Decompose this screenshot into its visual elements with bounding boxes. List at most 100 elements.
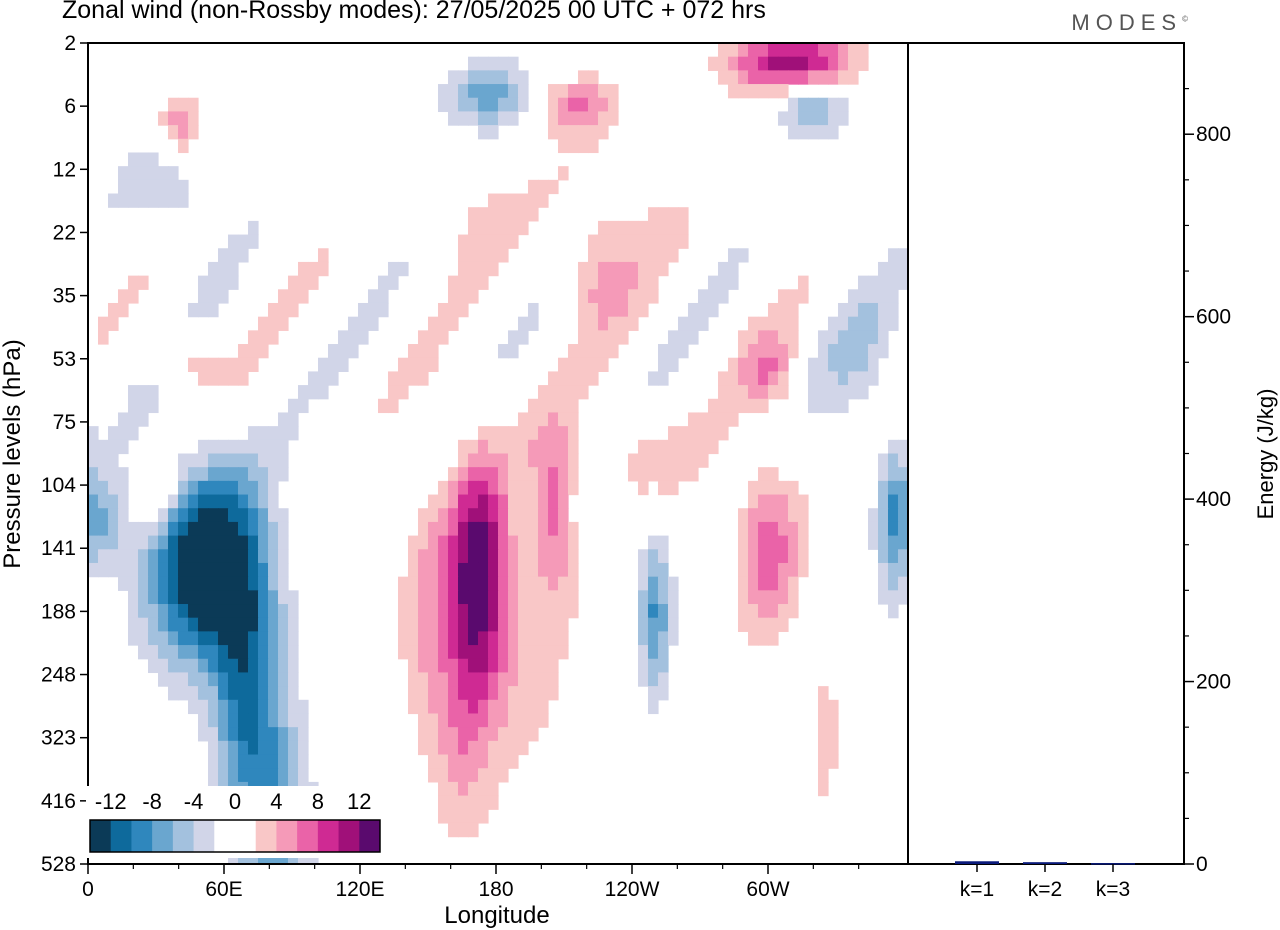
- heatmap-cell: [178, 521, 189, 537]
- heatmap-cell: [158, 658, 169, 674]
- y-tick-label: 188: [41, 600, 76, 623]
- heatmap-cell: [438, 645, 449, 660]
- heatmap-cell: [888, 535, 899, 550]
- heatmap-cell: [598, 316, 609, 331]
- heatmap-cell: [198, 576, 209, 591]
- heatmap-cell: [478, 672, 489, 687]
- heatmap-cell: [608, 84, 619, 99]
- heatmap-cell: [458, 590, 469, 605]
- heatmap-cell: [498, 521, 509, 537]
- heatmap-cell: [108, 426, 119, 441]
- heatmap-cell: [518, 740, 529, 756]
- heatmap-cell: [428, 330, 439, 345]
- heatmap-cell: [868, 508, 879, 523]
- heatmap-cell: [568, 357, 579, 372]
- heatmap-cell: [568, 111, 579, 126]
- heatmap-cell: [438, 672, 449, 687]
- heatmap-cell: [138, 412, 149, 427]
- heatmap-cell: [608, 220, 619, 236]
- heatmap-cell: [588, 234, 599, 249]
- heatmap-cell: [408, 371, 419, 386]
- heatmap-cell: [278, 631, 289, 646]
- heatmap-cell: [158, 645, 169, 660]
- heatmap-cell: [558, 439, 569, 455]
- heatmap-cell: [528, 535, 539, 550]
- heatmap-cell: [578, 111, 589, 126]
- heatmap-cell: [478, 686, 489, 701]
- heatmap-cell: [888, 604, 899, 619]
- heatmap-cell: [148, 549, 159, 564]
- heatmap-cell: [578, 371, 589, 386]
- heatmap-cell: [228, 754, 239, 769]
- heatmap-cell: [658, 631, 669, 646]
- heatmap-cell: [738, 521, 749, 537]
- energy-tick-label: 600: [1196, 306, 1231, 329]
- heatmap-cell: [438, 604, 449, 619]
- heatmap-cell: [198, 535, 209, 550]
- heatmap-cell: [658, 576, 669, 591]
- heatmap-cell: [518, 207, 529, 222]
- heatmap-cell: [268, 467, 279, 482]
- heatmap-cell: [388, 398, 399, 414]
- heatmap-cell: [768, 617, 779, 632]
- colorbar-label: -12: [95, 789, 127, 814]
- heatmap-cell: [498, 220, 509, 236]
- heatmap-cell: [98, 494, 109, 509]
- heatmap-cell: [248, 426, 259, 441]
- heatmap-cell: [218, 289, 229, 304]
- heatmap-cell: [648, 645, 659, 660]
- heatmap-cell: [248, 617, 259, 632]
- heatmap-cell: [268, 754, 279, 769]
- heatmap-cell: [578, 330, 589, 345]
- heatmap-cell: [298, 275, 309, 290]
- heatmap-cell: [758, 344, 769, 359]
- heatmap-cell: [468, 234, 479, 249]
- heatmap-cell: [708, 275, 719, 290]
- heatmap-cell: [648, 261, 659, 277]
- heatmap-cell: [238, 645, 249, 660]
- heatmap-cell: [828, 727, 839, 742]
- heatmap-cell: [538, 590, 549, 605]
- heatmap-cell: [228, 453, 239, 468]
- heatmap-cell: [278, 549, 289, 564]
- heatmap-cell: [458, 604, 469, 619]
- heatmap-cell: [258, 631, 269, 646]
- heatmap-cell: [298, 740, 309, 756]
- heatmap-cell: [458, 686, 469, 701]
- heatmap-cell: [748, 398, 759, 414]
- heatmap-cell: [428, 521, 439, 537]
- heatmap-cell: [208, 535, 219, 550]
- heatmap-cell: [618, 330, 629, 345]
- heatmap-cell: [108, 302, 119, 318]
- colorbar-swatch: [255, 820, 277, 852]
- heatmap-cell: [208, 740, 219, 756]
- heatmap-cell: [98, 562, 109, 578]
- heatmap-cell: [778, 357, 789, 372]
- heatmap-cell: [498, 56, 509, 71]
- heatmap-cell: [858, 330, 869, 345]
- heatmap-cell: [758, 467, 769, 482]
- heatmap-cell: [408, 645, 419, 660]
- heatmap-cell: [578, 316, 589, 331]
- heatmap-cell: [598, 357, 609, 372]
- heatmap-cell: [488, 125, 499, 140]
- heatmap-cell: [238, 535, 249, 550]
- heatmap-cell: [828, 754, 839, 769]
- heatmap-cell: [428, 494, 439, 509]
- heatmap-cell: [758, 521, 769, 537]
- heatmap-cell: [298, 261, 309, 277]
- heatmap-cell: [778, 371, 789, 386]
- heatmap-cell: [528, 590, 539, 605]
- heatmap-cell: [458, 822, 469, 838]
- heatmap-cell: [658, 207, 669, 222]
- heatmap-cell: [468, 207, 479, 222]
- heatmap-cell: [568, 467, 579, 482]
- heatmap-cell: [588, 125, 599, 140]
- colorbar-swatch: [131, 820, 153, 852]
- heatmap-cell: [708, 439, 719, 455]
- heatmap-cell: [478, 70, 489, 85]
- heatmap-cell: [208, 768, 219, 783]
- chart-title: Zonal wind (non-Rossby modes): 27/05/202…: [62, 0, 766, 24]
- heatmap-cell: [428, 508, 439, 523]
